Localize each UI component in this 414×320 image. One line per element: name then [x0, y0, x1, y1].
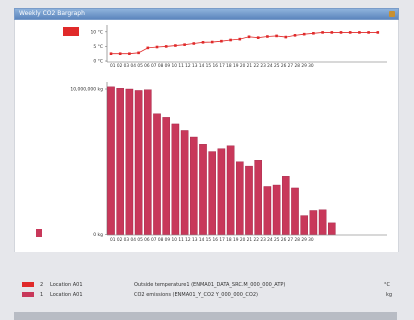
- legend-swatch: [22, 282, 34, 287]
- temperature-chart: 10 °C 5 °C 0 °C 01 02 03 04 05 06 07 08 09…: [63, 25, 387, 69]
- temperature-point: [183, 43, 186, 46]
- temperature-point: [376, 31, 380, 34]
- temperature-point: [137, 51, 140, 55]
- chart-panel: 10 °C 5 °C 0 °C 01 02 03 04 05 06 07 08 09…: [14, 20, 399, 252]
- window-title: Weekly CO2 Bargraph: [19, 10, 85, 17]
- window-titlebar: Weekly CO2 Bargraph: [14, 8, 399, 20]
- temperature-point: [174, 44, 177, 47]
- legend-index: 2: [40, 282, 44, 288]
- temperature-point: [164, 45, 168, 48]
- close-icon[interactable]: [389, 11, 395, 17]
- co2-chart: 10,000,000 kg 0 kg 01 02 03 04 05 06 07 0…: [36, 82, 387, 243]
- temperature-point: [330, 31, 334, 34]
- co2-bar: [282, 176, 290, 235]
- co2-bar: [235, 161, 244, 235]
- temperature-point: [146, 46, 150, 50]
- temperature-x-tick-labels: 01 02 03 04 05 06 07 08 09 10 11 12 13 1…: [110, 63, 314, 69]
- temperature-point: [266, 35, 269, 38]
- legend-description: Outside temperature1 (ENMA01_DATA_SRC.M_…: [134, 282, 286, 288]
- legend-location: Location A01: [50, 292, 83, 298]
- temperature-point: [358, 31, 361, 34]
- temperature-point: [367, 31, 370, 34]
- co2-bar: [134, 90, 143, 235]
- temperature-point: [302, 32, 306, 36]
- co2-bar: [153, 113, 161, 235]
- temperature-point: [155, 45, 159, 49]
- co2-bar: [263, 186, 272, 235]
- legend-index: 1: [40, 292, 44, 298]
- legend-row: 2 Location A01 Outside temperature1 (ENM…: [14, 280, 397, 290]
- status-bar: [14, 312, 397, 320]
- temperature-point: [109, 52, 113, 56]
- temperature-y-tick-label: 5 °C: [93, 44, 103, 50]
- co2-series-swatch: [36, 229, 42, 237]
- legend-swatch: [22, 292, 34, 297]
- co2-bar: [180, 130, 189, 235]
- legend-unit: °C: [384, 282, 390, 288]
- temperature-point: [256, 36, 260, 39]
- co2-bar: [217, 148, 226, 235]
- temperature-series-swatch: [63, 27, 79, 36]
- temperature-y-tick-label: 10 °C: [90, 29, 103, 35]
- temperature-point: [192, 42, 196, 45]
- temperature-series-line: [111, 32, 378, 55]
- co2-y-tick-label: 10,000,000 kg: [70, 87, 103, 93]
- legend: 2 Location A01 Outside temperature1 (ENM…: [14, 278, 397, 308]
- temperature-point: [201, 41, 205, 44]
- co2-bar: [116, 88, 124, 235]
- co2-bar: [189, 136, 198, 235]
- temperature-point: [312, 31, 315, 35]
- chart-area: 10 °C 5 °C 0 °C 01 02 03 04 05 06 07 08 09…: [36, 25, 387, 243]
- co2-bar: [143, 89, 152, 235]
- co2-bar: [318, 209, 327, 235]
- co2-bar: [208, 151, 217, 235]
- co2-y-tick-label: 0 kg: [93, 232, 103, 238]
- co2-bar: [291, 187, 299, 235]
- legend-unit: kg: [386, 292, 393, 298]
- temperature-point: [220, 39, 223, 43]
- legend-location: Location A01: [50, 282, 83, 288]
- co2-bar: [171, 123, 180, 235]
- co2-bar: [309, 210, 318, 235]
- temperature-point: [293, 34, 297, 37]
- temperature-point: [284, 35, 288, 39]
- temperature-point: [229, 38, 232, 42]
- temperature-point: [210, 40, 214, 44]
- co2-bar: [272, 184, 281, 235]
- temperature-point: [128, 52, 131, 56]
- temperature-point: [348, 31, 352, 34]
- co2-bar: [125, 88, 134, 235]
- co2-x-tick-labels: 01 02 03 04 05 06 07 08 09 10 11 12 13 1…: [110, 237, 314, 243]
- temperature-point: [339, 31, 343, 34]
- legend-description: CO2 emissions (ENMA01_Y_CO2 Y_000_000_CO…: [134, 292, 258, 298]
- temperature-point: [275, 34, 278, 38]
- co2-bar: [226, 145, 235, 235]
- co2-bar: [300, 215, 309, 235]
- temperature-point: [321, 31, 324, 34]
- temperature-point: [238, 37, 242, 41]
- co2-bar: [245, 165, 253, 235]
- co2-bar: [107, 86, 115, 235]
- co2-bar: [199, 144, 207, 235]
- co2-bar: [254, 160, 263, 235]
- co2-bar: [162, 117, 171, 235]
- co2-bar: [328, 222, 336, 235]
- temperature-point: [247, 35, 251, 39]
- legend-row: 1 Location A01 CO2 emissions (ENMA01_Y_C…: [14, 290, 397, 300]
- temperature-y-tick-label: 0 °C: [93, 59, 103, 65]
- temperature-point: [118, 52, 122, 56]
